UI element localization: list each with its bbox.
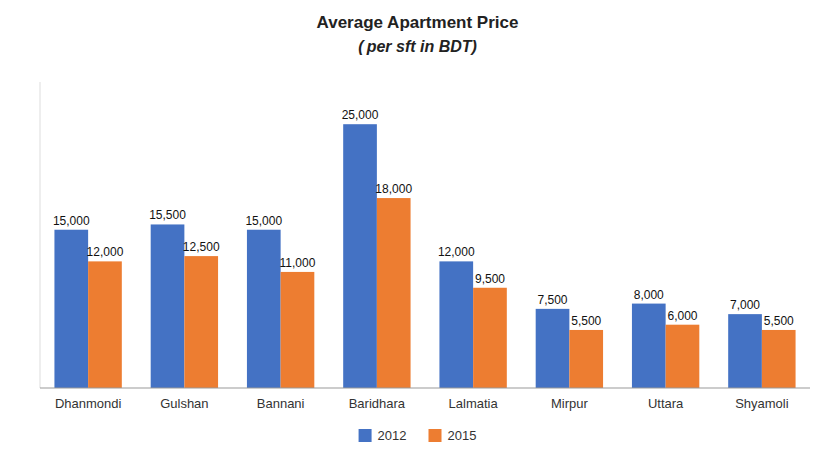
legend-swatch [429, 429, 442, 442]
bar [184, 256, 218, 388]
x-tick-label: Dhanmondi [55, 396, 122, 411]
bars [54, 124, 795, 388]
data-label: 15,000 [245, 214, 282, 228]
data-label: 12,000 [87, 245, 124, 259]
data-label: 7,500 [538, 293, 568, 307]
bar [88, 261, 122, 388]
data-label: 12,500 [183, 240, 220, 254]
data-label: 15,000 [53, 214, 90, 228]
bar [377, 198, 411, 388]
data-label: 9,500 [475, 272, 505, 286]
title: Average Apartment Price [317, 13, 519, 32]
data-label: 7,000 [730, 298, 760, 312]
data-label: 15,500 [149, 208, 186, 222]
legend-swatch [359, 429, 372, 442]
legend-label: 2015 [448, 428, 477, 443]
bar [247, 230, 281, 388]
bar [281, 272, 315, 388]
data-label: 25,000 [342, 108, 379, 122]
x-tick-label: Baridhara [349, 396, 406, 411]
legend-label: 2012 [378, 428, 407, 443]
bar [151, 224, 185, 388]
bar [473, 288, 507, 388]
x-tick-label: Shyamoli [735, 396, 789, 411]
x-tick-label: Uttara [648, 396, 684, 411]
bar [439, 261, 473, 388]
legend: 2012 2015 [359, 428, 477, 443]
chart-svg: Average Apartment Price ( per sft in BDT)… [0, 0, 835, 470]
data-label: 12,000 [438, 245, 475, 259]
data-label: 8,000 [634, 288, 664, 302]
subtitle: ( per sft in BDT) [358, 38, 477, 55]
x-tick-label: Lalmatia [449, 396, 499, 411]
bar [666, 325, 700, 388]
data-label: 6,000 [667, 309, 697, 323]
x-tick-label: Mirpur [551, 396, 589, 411]
bar [632, 304, 666, 388]
x-tick-label: Gulshan [160, 396, 208, 411]
data-label: 5,500 [571, 314, 601, 328]
y-axis-line [40, 82, 41, 388]
bar [54, 230, 88, 388]
data-label: 18,000 [375, 182, 412, 196]
x-tick-label: Bannani [257, 396, 305, 411]
x-axis-line [40, 388, 810, 389]
bar [536, 309, 570, 388]
bar [569, 330, 603, 388]
data-labels: 15,000 15,500 15,000 25,000 12,000 7,500 8,000… [53, 108, 794, 328]
bar [343, 124, 377, 388]
bar [762, 330, 796, 388]
chart-container: Average Apartment Price ( per sft in BDT)… [0, 0, 835, 470]
data-label: 11,000 [280, 256, 316, 270]
data-label: 5,500 [764, 314, 794, 328]
bar [728, 314, 762, 388]
